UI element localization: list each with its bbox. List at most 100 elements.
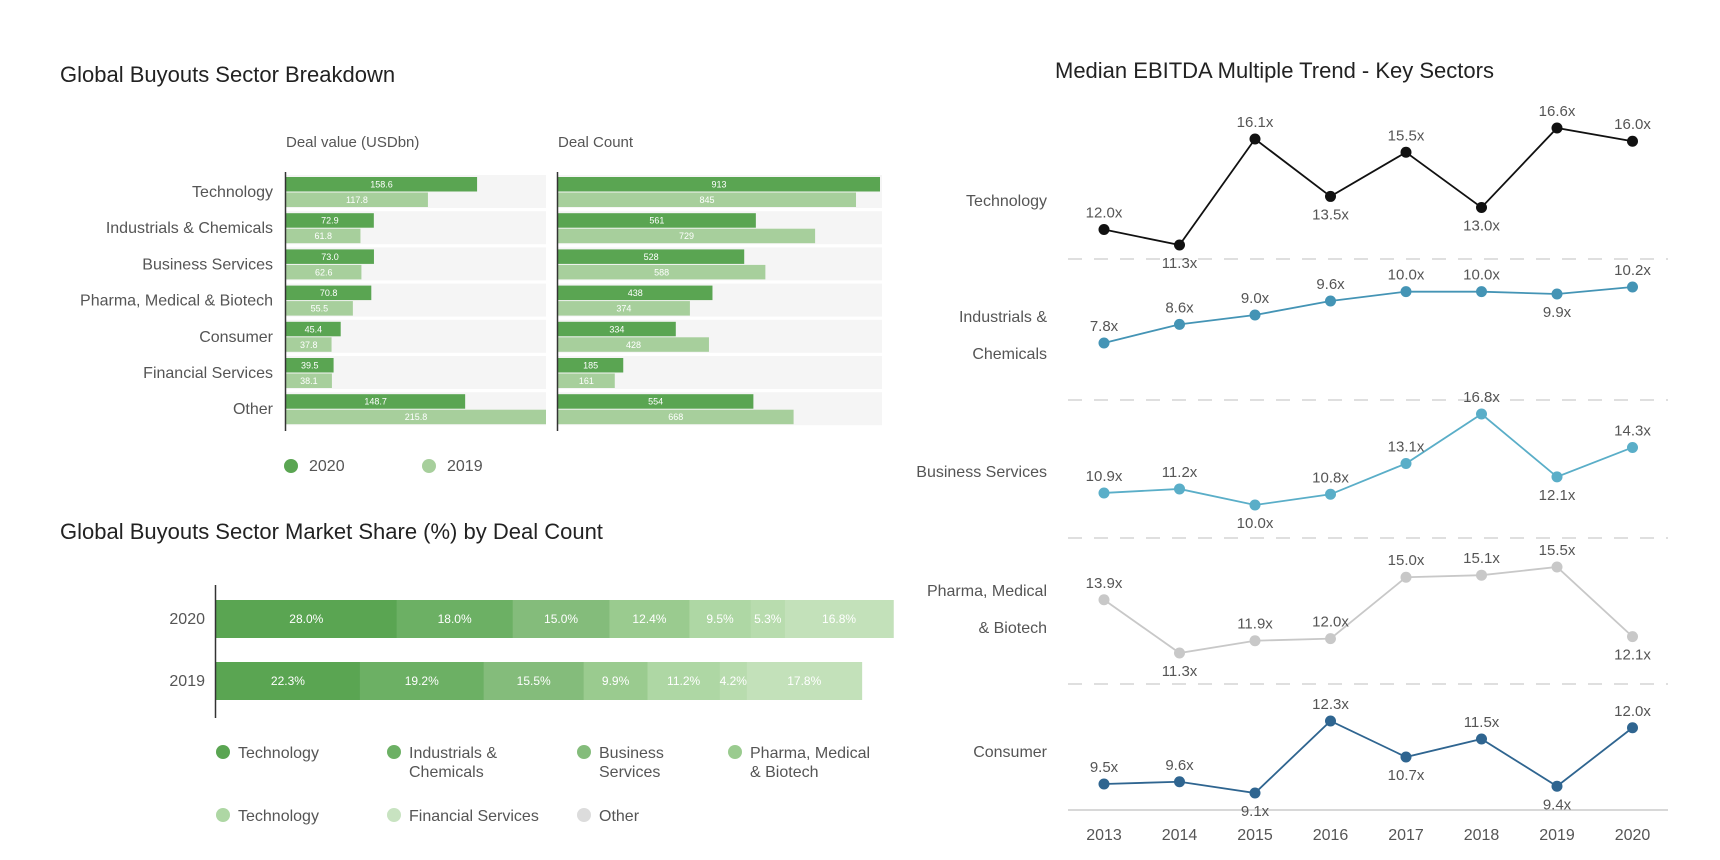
- data-point: [1400, 751, 1412, 763]
- share-segment: [396, 600, 514, 638]
- data-label: 10.9x: [1086, 468, 1123, 485]
- deal-count-bar: [558, 192, 857, 207]
- deal-value-bar: [286, 249, 374, 264]
- data-point: [1098, 778, 1110, 790]
- data-label: 15.5x: [1539, 542, 1576, 559]
- sector-label: Technology: [966, 193, 1047, 210]
- ebitda-trend-chart: Technology 12.0x 11.3x 16.1x 13.5x 15.5x 13.0x…: [916, 103, 1668, 844]
- data-label: 10.2x: [1614, 262, 1651, 279]
- deal-value-label: 158.6: [370, 180, 393, 190]
- trend-line: [1103, 412, 1633, 506]
- data-label: 15.0x: [1388, 552, 1425, 569]
- data-point: [1627, 722, 1638, 734]
- data-point: [1174, 239, 1185, 251]
- legend-marker: [387, 808, 401, 822]
- share-segment: [784, 600, 894, 638]
- share-segment: [583, 662, 649, 700]
- deal-count-label: 668: [668, 412, 683, 422]
- year-label: 2020: [169, 611, 205, 628]
- deal-value-label: 37.8: [300, 340, 318, 350]
- data-point: [1551, 561, 1563, 573]
- breakdown-chart: Technology 158.6 913 117.8 845 Industrials & …: [80, 172, 882, 475]
- deal-count-label: 913: [711, 180, 726, 190]
- deal-count-bar: [558, 337, 709, 352]
- data-label: 14.3x: [1614, 422, 1651, 439]
- legend-label: Technology: [238, 808, 319, 825]
- sector-label: Consumer: [973, 744, 1047, 761]
- legend-label: Industrials & Chemicals: [409, 745, 497, 781]
- data-point: [1325, 633, 1336, 645]
- data-point: [1627, 441, 1638, 453]
- data-point: [1325, 488, 1336, 500]
- data-point: [1551, 122, 1563, 134]
- data-point: [1174, 483, 1185, 495]
- deal-count-bar: [558, 264, 766, 280]
- share-label: 15.0%: [544, 612, 578, 626]
- share-label: 12.4%: [632, 612, 666, 626]
- legend-marker: [577, 808, 591, 822]
- data-label: 16.1x: [1237, 114, 1274, 131]
- data-label: 13.5x: [1312, 206, 1349, 223]
- deal-value-bar: [286, 285, 372, 301]
- share-segment: [216, 662, 361, 700]
- data-point: [1551, 288, 1563, 300]
- share-label: 4.2%: [720, 674, 748, 688]
- data-point: [1249, 309, 1261, 321]
- year-tick-label: 2020: [1615, 827, 1651, 844]
- data-label: 12.3x: [1312, 696, 1349, 713]
- share-label: 9.9%: [602, 674, 630, 688]
- year-tick-label: 2016: [1313, 827, 1349, 844]
- legend-label: Other: [599, 808, 640, 825]
- deal-value-label: 45.4: [305, 324, 323, 334]
- data-point: [1249, 499, 1261, 511]
- deal-value-label: 72.9: [321, 216, 339, 226]
- deal-count-label: 561: [649, 216, 664, 226]
- data-label: 15.5x: [1388, 127, 1425, 144]
- deal-count-bar: [558, 228, 816, 244]
- sector-label: & Biotech: [979, 620, 1047, 637]
- deal-count-bar: [558, 285, 713, 301]
- data-label: 13.0x: [1463, 217, 1500, 234]
- sector-label: Industrials &: [959, 309, 1047, 326]
- data-point: [1400, 286, 1412, 298]
- legend-label: Pharma, Medical & Biotech: [750, 745, 870, 781]
- market-share-chart: 2020 28.0% 18.0% 15.0% 12.4% 9.5% 5.3% 16.8% 201…: [169, 585, 894, 825]
- deal-value-bar: [286, 213, 374, 228]
- year-tick-label: 2019: [1539, 827, 1575, 844]
- data-label: 16.8x: [1463, 389, 1500, 406]
- legend-marker: [422, 459, 436, 473]
- legend-marker: [284, 459, 298, 473]
- data-label: 12.0x: [1086, 205, 1123, 222]
- deal-count-bar: [558, 358, 624, 373]
- share-label: 15.5%: [517, 674, 551, 688]
- data-point: [1400, 458, 1412, 470]
- deal-value-bar: [286, 358, 334, 373]
- deal-value-header: Deal value (USDbn): [286, 134, 419, 151]
- deal-count-bar: [558, 213, 756, 228]
- legend-label: Financial Services: [409, 808, 539, 825]
- share-label: 11.2%: [667, 674, 700, 688]
- data-label: 11.5x: [1464, 714, 1500, 731]
- legend-label: 2019: [447, 458, 483, 475]
- data-label: 9.5x: [1090, 759, 1119, 776]
- deal-count-label: 374: [616, 304, 631, 314]
- share-label: 28.0%: [289, 612, 323, 626]
- share-segment: [483, 662, 585, 700]
- legend-marker: [216, 745, 230, 759]
- deal-count-label: 729: [679, 231, 694, 241]
- data-label: 13.9x: [1086, 575, 1123, 592]
- data-point: [1098, 487, 1110, 499]
- data-point: [1325, 715, 1336, 727]
- data-point: [1174, 647, 1185, 659]
- deal-count-header: Deal Count: [558, 134, 634, 151]
- data-point: [1098, 337, 1110, 349]
- data-point: [1476, 408, 1487, 420]
- deal-value-label: 39.5: [301, 361, 319, 371]
- year-tick-label: 2015: [1237, 827, 1273, 844]
- data-label: 16.6x: [1539, 103, 1576, 120]
- deal-value-label: 55.5: [311, 304, 329, 314]
- data-point: [1325, 295, 1336, 307]
- data-point: [1551, 471, 1563, 483]
- deal-value-label: 215.8: [405, 412, 428, 422]
